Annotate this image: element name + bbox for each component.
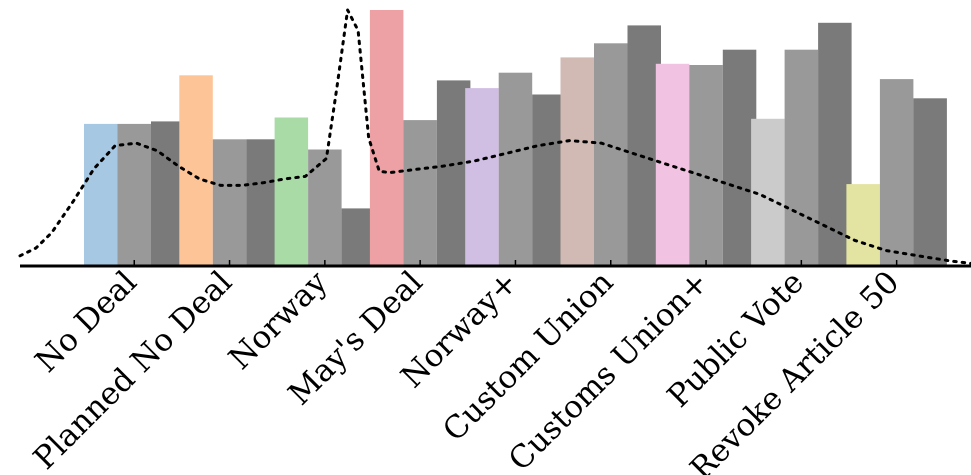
- bar-3-4: [532, 94, 566, 266]
- density-curve-group: [18, 8, 971, 265]
- bar-3-3: [436, 80, 471, 267]
- bar-1-2: [274, 117, 309, 266]
- bar-1-4: [465, 88, 499, 266]
- bar-1-3: [369, 10, 404, 266]
- bar-1-6: [655, 63, 690, 266]
- bar-3-5: [627, 25, 661, 267]
- bar-3-0: [151, 121, 185, 267]
- bars-group: [84, 10, 947, 267]
- bar-2-3: [403, 120, 437, 266]
- bar-2-8: [879, 79, 914, 266]
- bar-2-1: [212, 139, 247, 266]
- bar-1-5: [560, 57, 594, 267]
- bar-2-4: [498, 72, 533, 266]
- bar-1-1: [179, 75, 213, 266]
- bar-1-0: [84, 123, 118, 267]
- bar-1-8: [846, 184, 880, 266]
- bar-3-8: [913, 98, 947, 266]
- bar-2-2: [308, 149, 342, 266]
- x-ticks-group: [133, 260, 898, 266]
- density-curve: [18, 8, 971, 265]
- bar-3-6: [722, 49, 757, 267]
- bar-2-6: [689, 65, 723, 266]
- bar-2-7: [784, 49, 819, 267]
- bar-2-5: [594, 43, 628, 266]
- x-tick-label-5: Custom Union: [436, 264, 620, 448]
- bar-3-1: [246, 139, 280, 266]
- bar-3-2: [341, 208, 376, 266]
